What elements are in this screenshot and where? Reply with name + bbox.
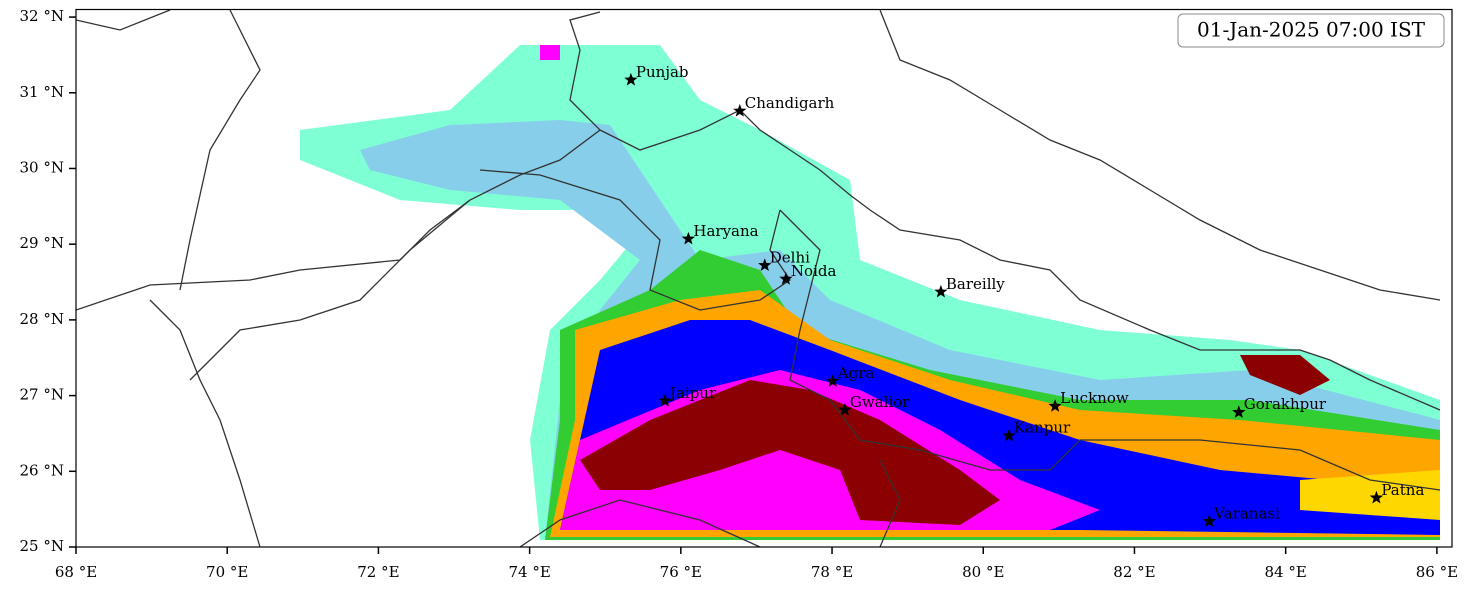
city-marker xyxy=(624,72,638,86)
precipitation-field xyxy=(300,45,1440,540)
city-label: Agra xyxy=(837,364,875,382)
borders xyxy=(76,9,1441,547)
city-label: Haryana xyxy=(693,222,758,240)
y-tick-label: 30 °N xyxy=(20,158,64,176)
x-tick-label: 70 °E xyxy=(206,563,248,581)
city-marker xyxy=(838,403,852,416)
city-label: Jaipur xyxy=(668,384,717,402)
x-tick-label: 72 °E xyxy=(357,563,399,581)
x-tick-label: 86 °E xyxy=(1416,563,1458,581)
y-tick-label: 25 °N xyxy=(20,537,64,555)
city-label: Patna xyxy=(1381,481,1424,499)
y-tick-label: 32 °N xyxy=(20,7,64,25)
y-tick-label: 29 °N xyxy=(20,234,64,252)
y-tick-label: 26 °N xyxy=(20,461,64,479)
city-marker xyxy=(758,258,772,271)
y-tick-label: 27 °N xyxy=(20,386,64,404)
x-tick-label: 84 °E xyxy=(1265,563,1307,581)
city-label: Lucknow xyxy=(1060,389,1129,407)
city-marker xyxy=(733,103,747,117)
city-marker xyxy=(1002,428,1016,442)
city-label: Kanpur xyxy=(1014,419,1071,437)
city-marker xyxy=(1369,490,1384,504)
city-marker xyxy=(779,272,793,285)
timestamp: 01-Jan-2025 07:00 IST xyxy=(1197,18,1426,42)
city-label: Chandigarh xyxy=(745,94,835,112)
city-label: Gorakhpur xyxy=(1244,395,1327,413)
city-label: Bareilly xyxy=(946,275,1005,293)
y-tick-label: 31 °N xyxy=(20,83,64,101)
x-tick-label: 68 °E xyxy=(55,563,97,581)
map-frame xyxy=(75,8,1453,548)
city-marker xyxy=(1202,514,1216,527)
title-box xyxy=(1177,13,1445,48)
x-tick-label: 76 °E xyxy=(660,563,702,581)
city-label: Noida xyxy=(791,262,837,280)
city-label: Varanasi xyxy=(1213,504,1280,522)
x-tick-label: 78 °E xyxy=(811,563,853,581)
city-label: Punjab xyxy=(636,63,689,81)
x-tick-label: 80 °E xyxy=(962,563,1004,581)
city-marker xyxy=(681,231,696,245)
city-marker xyxy=(934,284,948,298)
city-label: Delhi xyxy=(770,248,810,266)
x-tick-label: 74 °E xyxy=(508,563,550,581)
overlay: 68 °E 70 °E 72 °E 74 °E 76 °E 78 °E 80 °E 82 °E… xyxy=(20,7,1459,581)
city-marker xyxy=(658,393,672,407)
city-marker xyxy=(1232,405,1246,418)
city-marker xyxy=(1048,399,1062,412)
y-tick-label: 28 °N xyxy=(20,310,64,328)
city-marker xyxy=(826,374,840,387)
city-label: Gwalior xyxy=(850,393,910,411)
x-tick-label: 82 °E xyxy=(1113,563,1155,581)
